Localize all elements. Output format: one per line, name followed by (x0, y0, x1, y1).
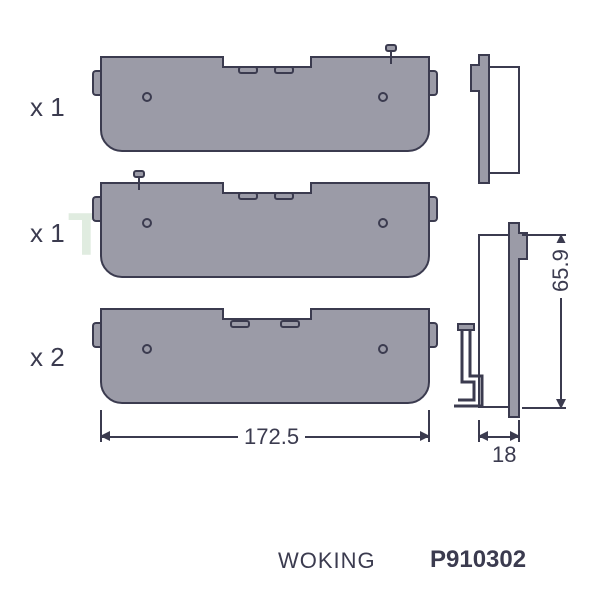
diagram-canvas: TRUSTING x 1 x 1 x 2 (0, 0, 600, 600)
dimension-width-value: 172.5 (238, 424, 305, 450)
qty-label-row1: x 1 (30, 92, 65, 123)
clip-icon (452, 322, 502, 412)
qty-label-row3: x 2 (30, 342, 65, 373)
brand-label: WOKING (278, 548, 376, 574)
qty-label-row2: x 1 (30, 218, 65, 249)
dimension-thickness-value: 18 (486, 442, 522, 468)
part-number: P910302 (430, 546, 526, 574)
dimension-height-value: 65.9 (548, 243, 574, 298)
